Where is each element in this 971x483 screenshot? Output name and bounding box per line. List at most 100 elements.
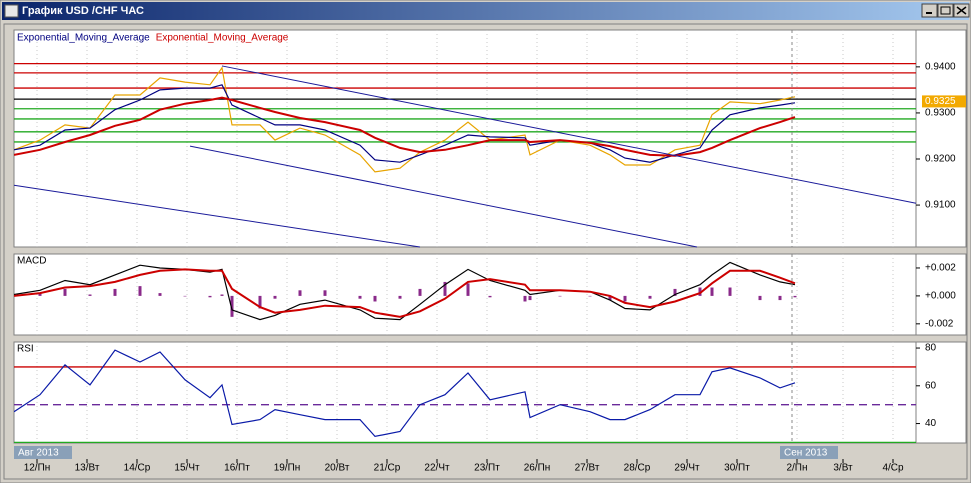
histogram-bar	[673, 288, 677, 296]
histogram-bar	[443, 281, 447, 296]
histogram-bar	[323, 290, 327, 296]
y-tick-label: -0.002	[925, 318, 954, 329]
y-tick-label: 0.9300	[925, 108, 956, 119]
histogram-bar	[523, 295, 527, 302]
x-tick-label: 27/Вт	[575, 463, 600, 474]
x-tick-label: 29/Чт	[674, 463, 700, 474]
series-line	[14, 84, 796, 163]
y-tick-label: 0.9200	[925, 154, 956, 165]
month-tag-bg	[14, 446, 72, 459]
price-label-bg	[922, 95, 966, 108]
histogram-bar	[623, 295, 627, 302]
x-tick-label: 2/Пн	[786, 463, 807, 474]
histogram-bar	[63, 288, 67, 296]
x-tick-label: 15/Чт	[174, 463, 200, 474]
maximize-button[interactable]	[937, 3, 954, 18]
histogram-bar	[358, 295, 362, 299]
window-icon	[4, 4, 19, 18]
axis-bg	[915, 29, 967, 248]
histogram-bar	[558, 295, 562, 297]
x-tick-label: 30/Пт	[724, 463, 750, 474]
histogram-bar	[158, 293, 162, 296]
x-tick-label: 28/Ср	[624, 463, 651, 474]
axis-bg	[915, 341, 967, 444]
axis-bg	[915, 253, 967, 336]
histogram-bar	[528, 295, 532, 301]
panel-title: MACD	[17, 256, 46, 267]
series-line	[14, 349, 796, 438]
histogram-bar	[728, 287, 732, 296]
histogram-bar	[230, 295, 234, 317]
title-bar: График USD /CHF ЧАС	[2, 2, 969, 20]
histogram-bar	[488, 295, 492, 298]
window-title: График USD /CHF ЧАС	[22, 5, 144, 17]
price-label: 0.9325	[925, 96, 956, 107]
histogram-bar	[698, 287, 702, 296]
y-tick-label: 0.9400	[925, 61, 956, 72]
trend-line	[189, 145, 698, 248]
histogram-bar	[88, 294, 92, 296]
histogram-bar	[373, 295, 377, 302]
histogram-bar	[793, 295, 797, 298]
y-tick-label: +0.000	[925, 291, 956, 302]
panel-title: RSI	[17, 344, 34, 355]
histogram-bar	[758, 295, 762, 301]
series-line	[14, 66, 796, 173]
month-tag: Авг 2013	[18, 448, 59, 459]
x-tick-label: 26/Пн	[524, 463, 551, 474]
histogram-bar	[208, 295, 212, 298]
histogram-bar	[588, 295, 592, 297]
month-tag: Сен 2013	[784, 448, 828, 459]
y-tick-label: +0.002	[925, 263, 956, 274]
x-tick-label: 19/Пн	[274, 463, 301, 474]
y-tick-label: 0.9100	[925, 200, 956, 211]
plot	[14, 30, 916, 247]
histogram-bar	[298, 290, 302, 296]
histogram-bar	[418, 288, 422, 296]
series-line	[14, 268, 796, 318]
x-tick-label: 22/Чт	[424, 463, 450, 474]
histogram-bar	[648, 295, 652, 299]
x-tick-label: 3/Вт	[833, 463, 853, 474]
panel-bg	[13, 29, 917, 248]
title-bar-bg	[2, 2, 969, 20]
x-tick-label: 4/Ср	[882, 463, 904, 474]
x-tick-label: 16/Пт	[224, 463, 250, 474]
histogram-bar	[220, 294, 224, 296]
histogram-bar	[273, 295, 277, 299]
trend-line	[221, 65, 917, 204]
histogram-bar	[466, 283, 470, 296]
panel-bg	[13, 253, 917, 336]
histogram-bar	[608, 295, 612, 301]
x-tick-label: 13/Вт	[75, 463, 100, 474]
x-tick-label: 12/Пн	[24, 463, 51, 474]
histogram-bar	[398, 295, 402, 299]
minimize-button[interactable]	[921, 3, 938, 18]
maximize-icon	[940, 6, 951, 15]
series-line	[14, 96, 796, 157]
histogram-bar	[778, 295, 782, 301]
close-icon	[956, 6, 967, 15]
plot	[14, 342, 916, 443]
x-tick-label: 20/Вт	[325, 463, 350, 474]
histogram-bar	[138, 286, 142, 296]
x-tick-label: 14/Ср	[124, 463, 151, 474]
window-buttons	[921, 3, 970, 18]
y-tick-label: 80	[925, 343, 937, 354]
series-line	[14, 261, 796, 321]
histogram-bar	[258, 295, 262, 309]
x-tick-label: 21/Ср	[374, 463, 401, 474]
histogram-bar	[710, 287, 714, 296]
panel-bg	[13, 341, 917, 444]
legend-entry: Exponential_Moving_Average	[17, 33, 150, 44]
y-tick-label: 60	[925, 380, 937, 391]
month-tag-bg	[780, 446, 838, 459]
y-tick-label: 40	[925, 418, 937, 429]
trend-line	[13, 184, 421, 248]
histogram-bar	[183, 295, 187, 297]
x-tick-label: 23/Пт	[474, 463, 500, 474]
legend-entry: Exponential_Moving_Average	[156, 33, 289, 44]
histogram-bar	[113, 288, 117, 296]
plot	[14, 254, 894, 335]
